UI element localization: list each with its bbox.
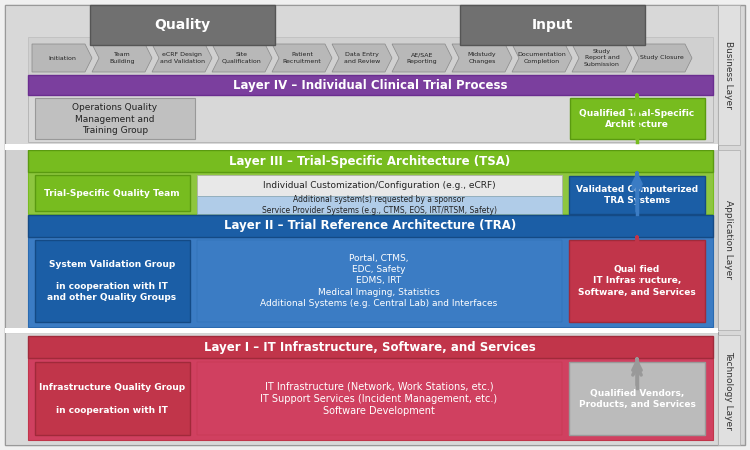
Bar bbox=[197, 175, 562, 196]
Text: Application Layer: Application Layer bbox=[724, 201, 734, 279]
Bar bbox=[5, 145, 718, 330]
Bar bbox=[5, 5, 718, 145]
Text: Team
Building: Team Building bbox=[110, 52, 135, 63]
Text: Validated Computerized
TRA Systems: Validated Computerized TRA Systems bbox=[576, 185, 698, 205]
Bar bbox=[28, 336, 713, 358]
Polygon shape bbox=[632, 44, 692, 72]
Bar bbox=[90, 5, 275, 45]
Bar bbox=[5, 332, 718, 445]
Polygon shape bbox=[512, 44, 572, 72]
Bar bbox=[718, 150, 740, 330]
Bar bbox=[197, 362, 562, 435]
Text: eCRF Design
and Validation: eCRF Design and Validation bbox=[160, 52, 205, 63]
Bar bbox=[28, 215, 713, 237]
Text: Layer IV – Individual Clinical Trial Process: Layer IV – Individual Clinical Trial Pro… bbox=[232, 78, 507, 91]
Bar bbox=[569, 176, 705, 214]
Bar bbox=[35, 362, 190, 435]
Polygon shape bbox=[32, 44, 92, 72]
Bar bbox=[197, 240, 562, 322]
Text: Study
Report and
Submission: Study Report and Submission bbox=[584, 50, 620, 67]
Text: Infrastructure Quality Group

in cooperation with IT: Infrastructure Quality Group in cooperat… bbox=[39, 383, 185, 414]
Bar bbox=[28, 237, 713, 327]
Text: Qualified Trial-Specific
Architecture: Qualified Trial-Specific Architecture bbox=[579, 109, 694, 129]
Bar bbox=[5, 328, 718, 333]
Bar bbox=[35, 240, 190, 322]
Text: Business Layer: Business Layer bbox=[724, 41, 734, 109]
Text: Quality: Quality bbox=[154, 18, 210, 32]
Bar bbox=[718, 335, 740, 445]
Text: AE/SAE
Reporting: AE/SAE Reporting bbox=[406, 52, 437, 63]
Text: Layer I – IT Infrastructure, Software, and Services: Layer I – IT Infrastructure, Software, a… bbox=[204, 341, 536, 354]
Bar bbox=[569, 362, 705, 435]
Polygon shape bbox=[452, 44, 512, 72]
Bar bbox=[35, 98, 195, 139]
Bar bbox=[570, 98, 705, 139]
Bar bbox=[197, 196, 562, 214]
Bar bbox=[28, 37, 713, 75]
Bar bbox=[28, 358, 713, 440]
Text: Midstudy
Changes: Midstudy Changes bbox=[468, 52, 496, 63]
Bar bbox=[5, 144, 718, 150]
Text: IT Infrastructure (Network, Work Stations, etc.)
IT Support Services (Incident M: IT Infrastructure (Network, Work Station… bbox=[260, 382, 497, 416]
Text: Portal, CTMS,
EDC, Safety
EDMS, IRT
Medical Imaging, Statistics
Additional Syste: Portal, CTMS, EDC, Safety EDMS, IRT Medi… bbox=[260, 254, 498, 308]
Text: Data Entry
and Review: Data Entry and Review bbox=[344, 52, 380, 63]
Bar bbox=[35, 175, 190, 211]
Text: Layer III – Trial-Specific Architecture (TSA): Layer III – Trial-Specific Architecture … bbox=[230, 154, 511, 167]
Polygon shape bbox=[332, 44, 392, 72]
Text: Initiation: Initiation bbox=[48, 55, 76, 60]
Polygon shape bbox=[392, 44, 452, 72]
Text: Patient
Recruitment: Patient Recruitment bbox=[283, 52, 321, 63]
Bar bbox=[28, 150, 713, 172]
Text: Trial-Specific Quality Team: Trial-Specific Quality Team bbox=[44, 189, 180, 198]
Bar bbox=[460, 5, 645, 45]
Bar bbox=[718, 5, 740, 145]
Text: Technology Layer: Technology Layer bbox=[724, 351, 734, 429]
Text: Individual Customization/Configuration (e.g., eCRF): Individual Customization/Configuration (… bbox=[262, 181, 495, 190]
Text: Operations Quality
Management and
Training Group: Operations Quality Management and Traini… bbox=[73, 104, 158, 135]
Polygon shape bbox=[152, 44, 212, 72]
Text: Qualified
IT Infrastructure,
Software, and Services: Qualified IT Infrastructure, Software, a… bbox=[578, 266, 696, 297]
Polygon shape bbox=[212, 44, 272, 72]
Polygon shape bbox=[272, 44, 332, 72]
Polygon shape bbox=[92, 44, 152, 72]
Bar bbox=[28, 172, 713, 214]
Text: Site
Qualification: Site Qualification bbox=[222, 52, 262, 63]
Text: Additional system(s) requested by a sponsor
Service Provider Systems (e.g., CTMS: Additional system(s) requested by a spon… bbox=[262, 195, 496, 215]
Bar bbox=[28, 95, 713, 142]
Text: System Validation Group

in cooperation with IT
and other Quality Groups: System Validation Group in cooperation w… bbox=[47, 260, 176, 302]
Text: Qualified Vendors,
Products, and Services: Qualified Vendors, Products, and Service… bbox=[578, 389, 695, 409]
Bar bbox=[28, 75, 713, 95]
Text: Study Closure: Study Closure bbox=[640, 55, 684, 60]
Text: Layer II – Trial Reference Architecture (TRA): Layer II – Trial Reference Architecture … bbox=[224, 220, 516, 233]
Polygon shape bbox=[572, 44, 632, 72]
Text: Documentation
Completion: Documentation Completion bbox=[518, 52, 566, 63]
Bar bbox=[569, 240, 705, 322]
Text: Input: Input bbox=[531, 18, 573, 32]
